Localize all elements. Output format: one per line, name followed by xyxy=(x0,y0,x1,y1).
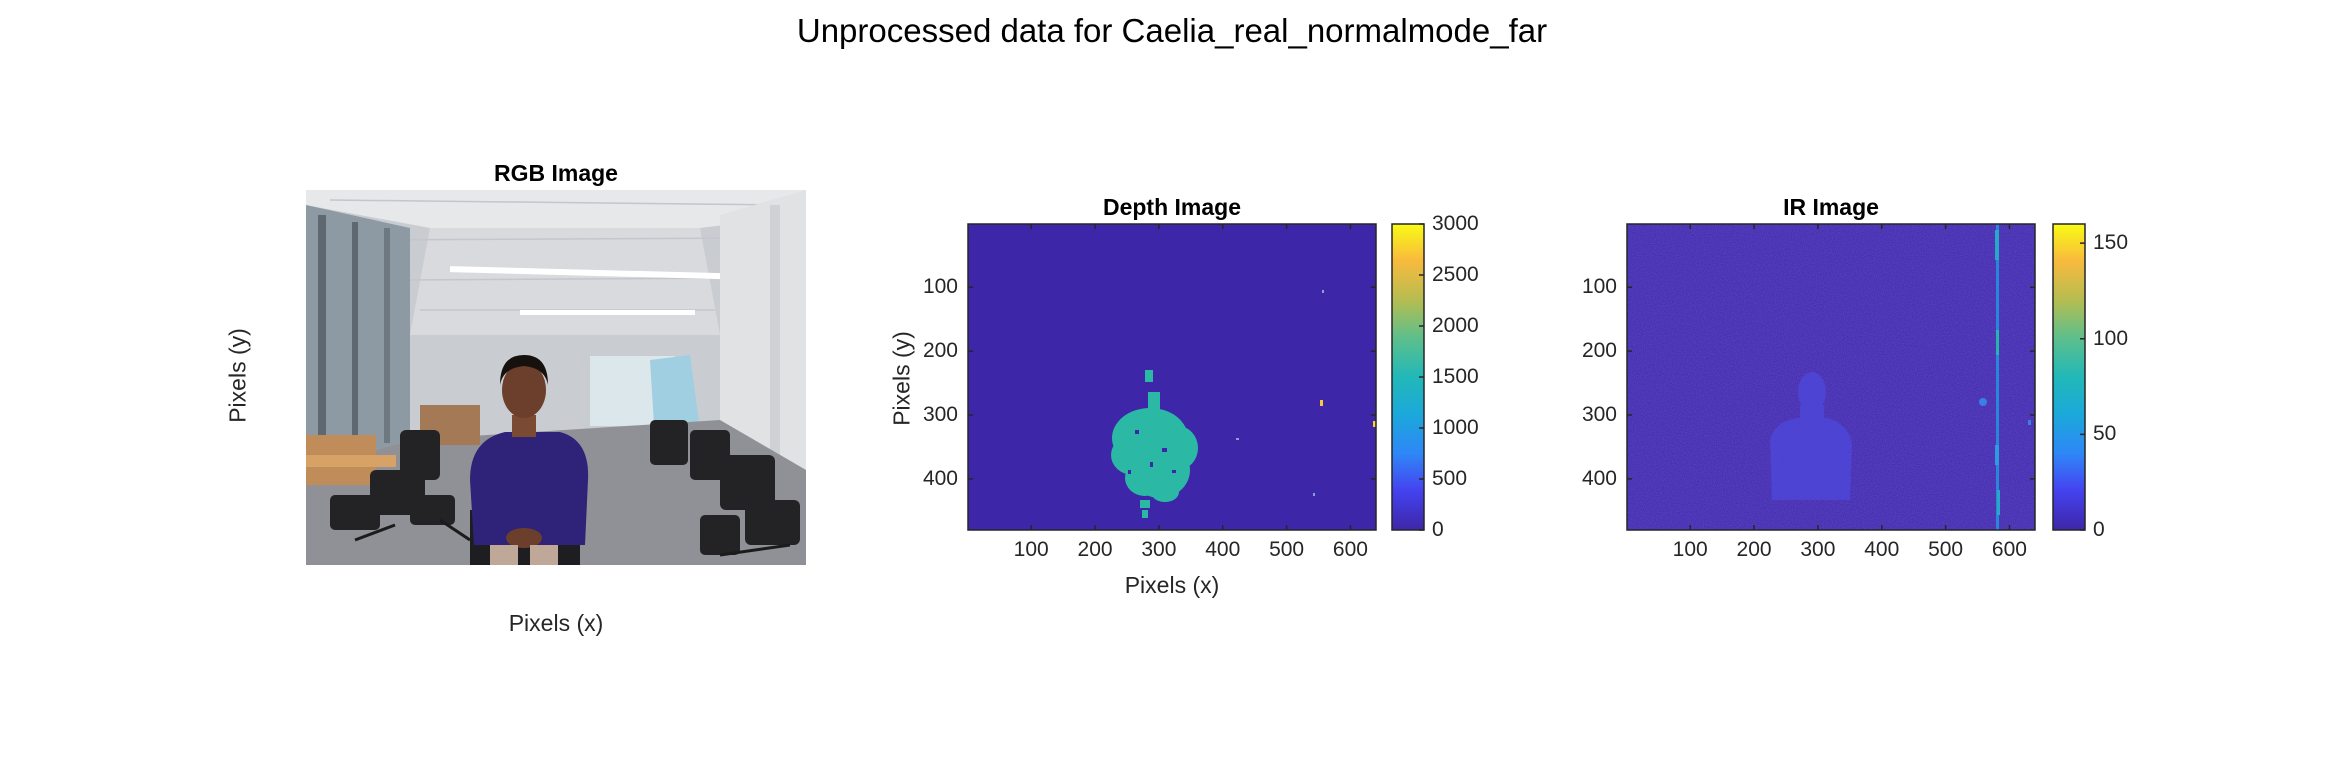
depth-cbar-tick-label: 2000 xyxy=(1432,314,1479,337)
ir-panel-title: IR Image xyxy=(1783,194,1879,220)
depth-panel-title: Depth Image xyxy=(1102,194,1242,220)
rgb-photo xyxy=(306,190,806,565)
depth-x-tick-label: 100 xyxy=(1013,538,1049,561)
depth-tick-marks xyxy=(968,224,1376,530)
depth-cbar-tick-label: 500 xyxy=(1432,467,1468,490)
depth-x-tick-label: 500 xyxy=(1269,538,1305,561)
depth-axes-box xyxy=(967,223,1377,531)
ir-cbar-tick-label: 100 xyxy=(2093,326,2129,350)
ir-axes-box xyxy=(1626,223,2036,531)
rgb-x-axis-label: Pixels (x) xyxy=(508,610,604,636)
depth-x-tick-label: 400 xyxy=(1205,538,1241,561)
ir-person-shape xyxy=(1770,372,1852,500)
ir-cbar-tick-label: 50 xyxy=(2093,422,2117,446)
depth-cbar-tick-label: 0 xyxy=(1432,518,1444,541)
ir-y-tick-label: 100 xyxy=(1581,275,1617,299)
depth-x-tick-label: 200 xyxy=(1077,538,1113,561)
depth-cbar-tick-label: 3000 xyxy=(1432,212,1479,235)
ir-cbar-tick-label: 0 xyxy=(2093,518,2105,541)
ir-x-tick-label: 100 xyxy=(1672,538,1708,561)
person-silhouette xyxy=(470,355,589,565)
depth-cbar-tick-label: 1500 xyxy=(1432,365,1479,388)
figure-title: Unprocessed data for Caelia_real_normalm… xyxy=(796,12,1548,49)
depth-heatmap xyxy=(968,224,1376,530)
depth-cbar-tick-label: 2500 xyxy=(1432,263,1479,286)
depth-cbar-tick-label: 1000 xyxy=(1432,416,1479,439)
ir-y-tick-label: 400 xyxy=(1581,466,1617,490)
ir-bright-column xyxy=(1995,224,2000,530)
ir-x-tick-label: 600 xyxy=(1991,538,2027,561)
depth-x-axis-label: Pixels (x) xyxy=(1124,572,1220,598)
depth-y-tick-label: 400 xyxy=(922,466,958,490)
depth-y-tick-label: 300 xyxy=(922,403,958,426)
ir-colorbar-ticks xyxy=(2080,242,2085,531)
rgb-panel-title: RGB Image xyxy=(494,160,618,186)
ir-x-tick-label: 200 xyxy=(1736,538,1772,561)
depth-person-blob xyxy=(1111,370,1198,518)
depth-x-tick-label: 300 xyxy=(1141,538,1177,561)
ir-x-tick-label: 500 xyxy=(1928,538,1964,561)
depth-colorbar xyxy=(1391,223,1425,531)
depth-x-tick-label: 600 xyxy=(1332,538,1368,561)
ir-y-tick-label: 300 xyxy=(1581,403,1617,426)
ir-x-tick-label: 400 xyxy=(1864,538,1900,561)
ir-tick-marks xyxy=(1627,224,2035,530)
ir-x-tick-label: 300 xyxy=(1800,538,1836,561)
depth-colorbar-ticks xyxy=(1419,223,1424,531)
depth-y-tick-label: 100 xyxy=(922,275,958,299)
ir-heatmap xyxy=(1627,224,2035,530)
ir-y-tick-label: 200 xyxy=(1581,339,1617,363)
ir-cbar-tick-label: 150 xyxy=(2093,231,2129,255)
ir-colorbar xyxy=(2052,223,2086,531)
depth-y-tick-label: 200 xyxy=(922,339,958,363)
